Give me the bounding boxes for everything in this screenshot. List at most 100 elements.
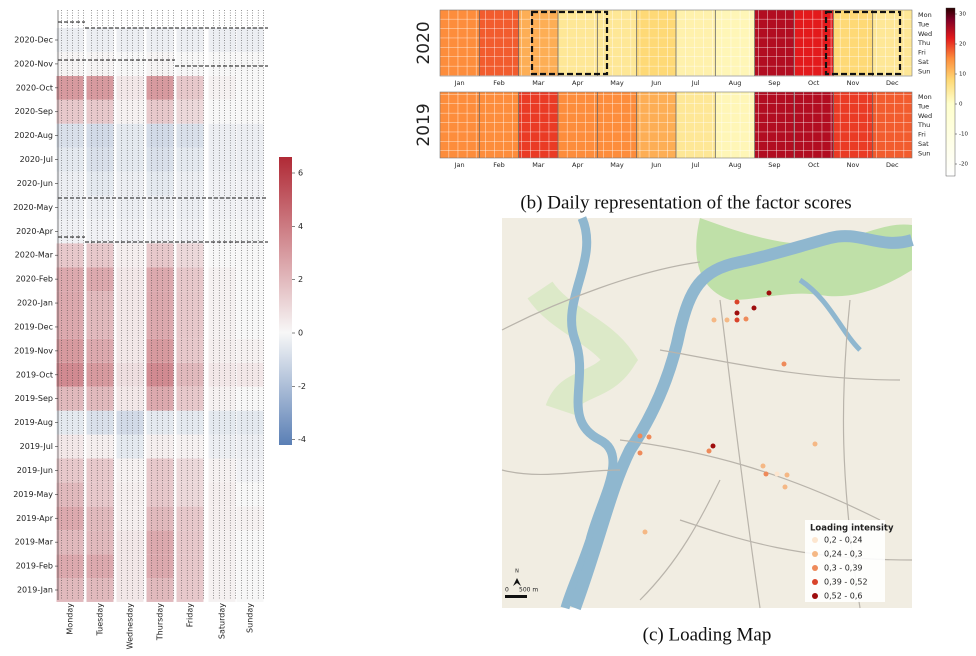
heat-cell — [208, 75, 236, 100]
heat-cell — [176, 51, 204, 76]
heat-cell — [208, 147, 236, 172]
weekday-label: Sat — [918, 58, 929, 66]
colorbar-label: 20 — [959, 42, 966, 48]
station — [734, 310, 740, 316]
y-tick-label: 2020-Jun — [17, 179, 53, 188]
x-tick-label: Friday — [186, 603, 195, 628]
heat-cell — [236, 554, 264, 579]
heat-cell — [146, 410, 174, 435]
heat-cell — [236, 75, 264, 100]
weekly-heatmap: 2019-Jan 2019-Feb 2019-Mar 2019-Apr 2019-May… — [13, 10, 306, 649]
heat-cell — [176, 410, 204, 435]
heat-cell — [116, 362, 144, 387]
heat-cell — [208, 458, 236, 483]
heat-cell — [86, 386, 114, 411]
month-label: Jun — [650, 79, 661, 87]
month-label: Apr — [572, 79, 584, 87]
legend-swatch — [812, 565, 818, 571]
heat-cell — [236, 243, 264, 268]
station — [774, 471, 780, 477]
heat-cell — [208, 243, 236, 268]
heat-cell — [116, 219, 144, 244]
heat-cell — [176, 458, 204, 483]
heat-cell — [86, 482, 114, 507]
heat-cell — [116, 386, 144, 411]
heat-cell — [208, 291, 236, 315]
heat-cell — [116, 123, 144, 148]
heat-cell — [116, 410, 144, 435]
heat-cell — [86, 315, 114, 339]
north-label: N — [515, 569, 519, 575]
heat-cell — [56, 338, 84, 363]
heat-cell — [236, 99, 264, 124]
month-label: Oct — [808, 161, 820, 169]
weekday-label: Wed — [918, 30, 932, 38]
legend-label: 0,2 - 0,24 — [824, 536, 863, 545]
heat-cell — [116, 506, 144, 531]
heat-cell — [146, 458, 174, 483]
heat-cell — [146, 28, 174, 52]
heat-cell — [176, 147, 204, 172]
heat-cell — [146, 362, 174, 387]
y-tick-label: 2019-Oct — [16, 370, 53, 379]
heat-cell — [208, 386, 236, 411]
stations — [637, 290, 818, 535]
y-tick-label: 2020-Mar — [15, 251, 54, 260]
weekday-label: Fri — [918, 131, 926, 139]
month-label: Feb — [493, 161, 505, 169]
heat-cell — [116, 243, 144, 268]
weekday-label: Tue — [917, 102, 929, 110]
heat-cell — [146, 123, 174, 148]
month-label: Oct — [808, 79, 820, 87]
heat-cell — [116, 458, 144, 483]
station — [706, 448, 712, 454]
heat-cell — [56, 506, 84, 531]
heat-cell — [86, 578, 114, 602]
heat-cell — [146, 267, 174, 292]
month-label: Feb — [493, 79, 505, 87]
lockdown-box — [530, 10, 609, 76]
weekday-label: Sun — [918, 149, 930, 157]
month-label: Mar — [532, 79, 545, 87]
heat-cell — [176, 243, 204, 268]
heat-cell — [86, 338, 114, 363]
heat-cell — [116, 51, 144, 76]
legend-box — [805, 520, 885, 602]
y-tick-label: 2019-May — [13, 490, 53, 499]
heat-cell — [56, 171, 84, 196]
heat-cell — [236, 482, 264, 507]
month-label: Apr — [572, 161, 584, 169]
frame — [439, 91, 913, 159]
weekday-label: Fri — [918, 49, 926, 57]
north-arrow — [513, 578, 521, 586]
weekday-label: Sat — [918, 140, 929, 148]
heat-cell — [56, 291, 84, 315]
y-tick-label: 2019-Mar — [15, 538, 54, 547]
x-tick-label: Monday — [66, 603, 75, 635]
heat-cell — [86, 530, 114, 555]
heat-cell — [236, 458, 264, 483]
caption: (c) Loading Map — [643, 624, 772, 645]
heat-cell — [176, 291, 204, 315]
heat-cell — [116, 338, 144, 363]
heat-cell — [56, 28, 84, 52]
x-tick-label: Wednesday — [126, 603, 135, 650]
colorbar-label: 0 — [298, 329, 303, 338]
heat-cell — [116, 554, 144, 579]
heat-cell — [116, 75, 144, 100]
y-tick-label: 2020-Jan — [17, 299, 53, 308]
heat-cell — [116, 99, 144, 124]
heat-cell — [86, 554, 114, 579]
heat-cell — [56, 75, 84, 100]
y-tick-label: 2019-Sep — [15, 394, 53, 403]
station — [766, 290, 772, 296]
station — [710, 443, 716, 449]
heat-cell — [56, 315, 84, 339]
heat-cell — [176, 338, 204, 363]
y-tick-label: 2020-Nov — [14, 59, 53, 68]
heat-cell — [208, 410, 236, 435]
colorbar-label: 6 — [298, 169, 303, 178]
heat-cell — [56, 482, 84, 507]
station — [743, 316, 749, 322]
heat-cell — [56, 243, 84, 268]
